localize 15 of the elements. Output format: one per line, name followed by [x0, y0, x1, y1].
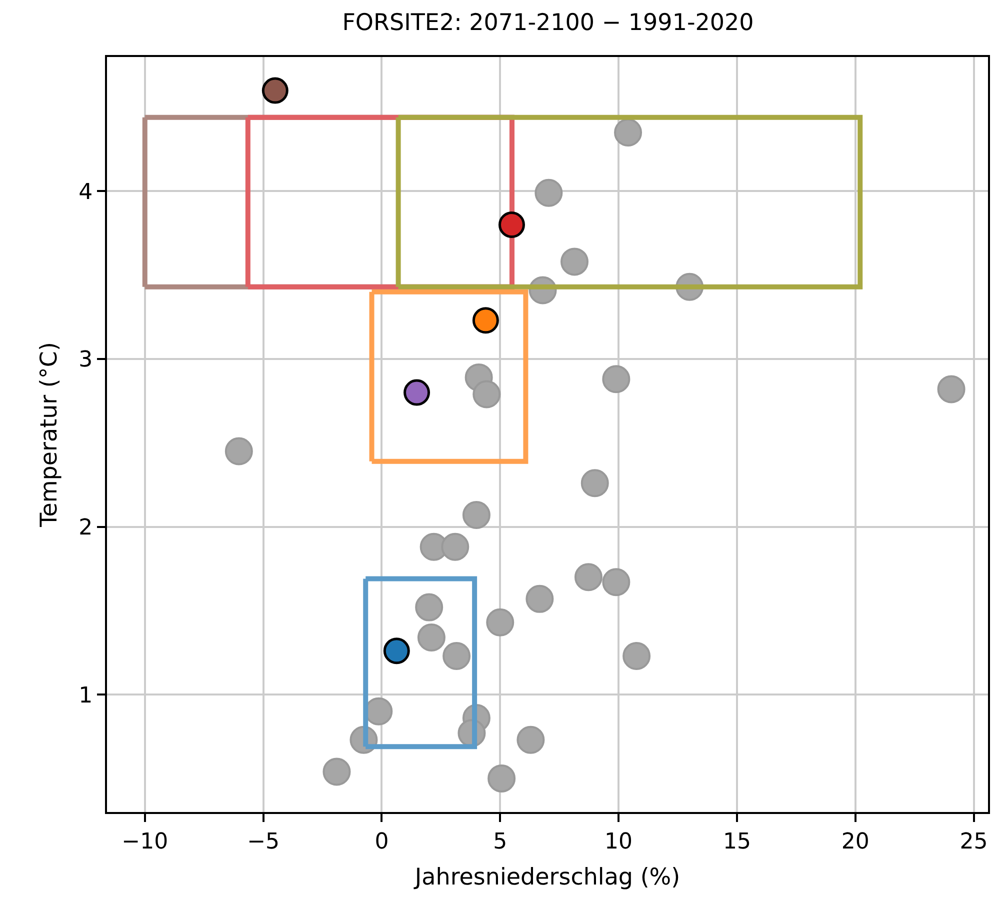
x-tick-label: 25: [960, 829, 988, 854]
y-tick-label: 1: [78, 683, 93, 708]
y-axis-title: Temperatur (°C): [36, 342, 63, 528]
x-tick-label: −5: [247, 829, 280, 854]
x-tick-label: 20: [841, 829, 870, 854]
y-tick-label: 2: [78, 515, 93, 540]
y-tick-label: 3: [78, 348, 93, 373]
x-tick-label: 10: [604, 829, 633, 854]
y-tick-label: 4: [78, 180, 93, 205]
x-tick-label: 5: [493, 829, 508, 854]
x-axis-title: Jahresniederschlag (%): [412, 864, 680, 890]
x-tick-label: 15: [722, 829, 751, 854]
chart-title: FORSITE2: 2071-2100 − 1991-2020: [342, 10, 754, 36]
x-tick-label: −10: [122, 829, 168, 854]
x-tick-label: 0: [374, 829, 389, 854]
